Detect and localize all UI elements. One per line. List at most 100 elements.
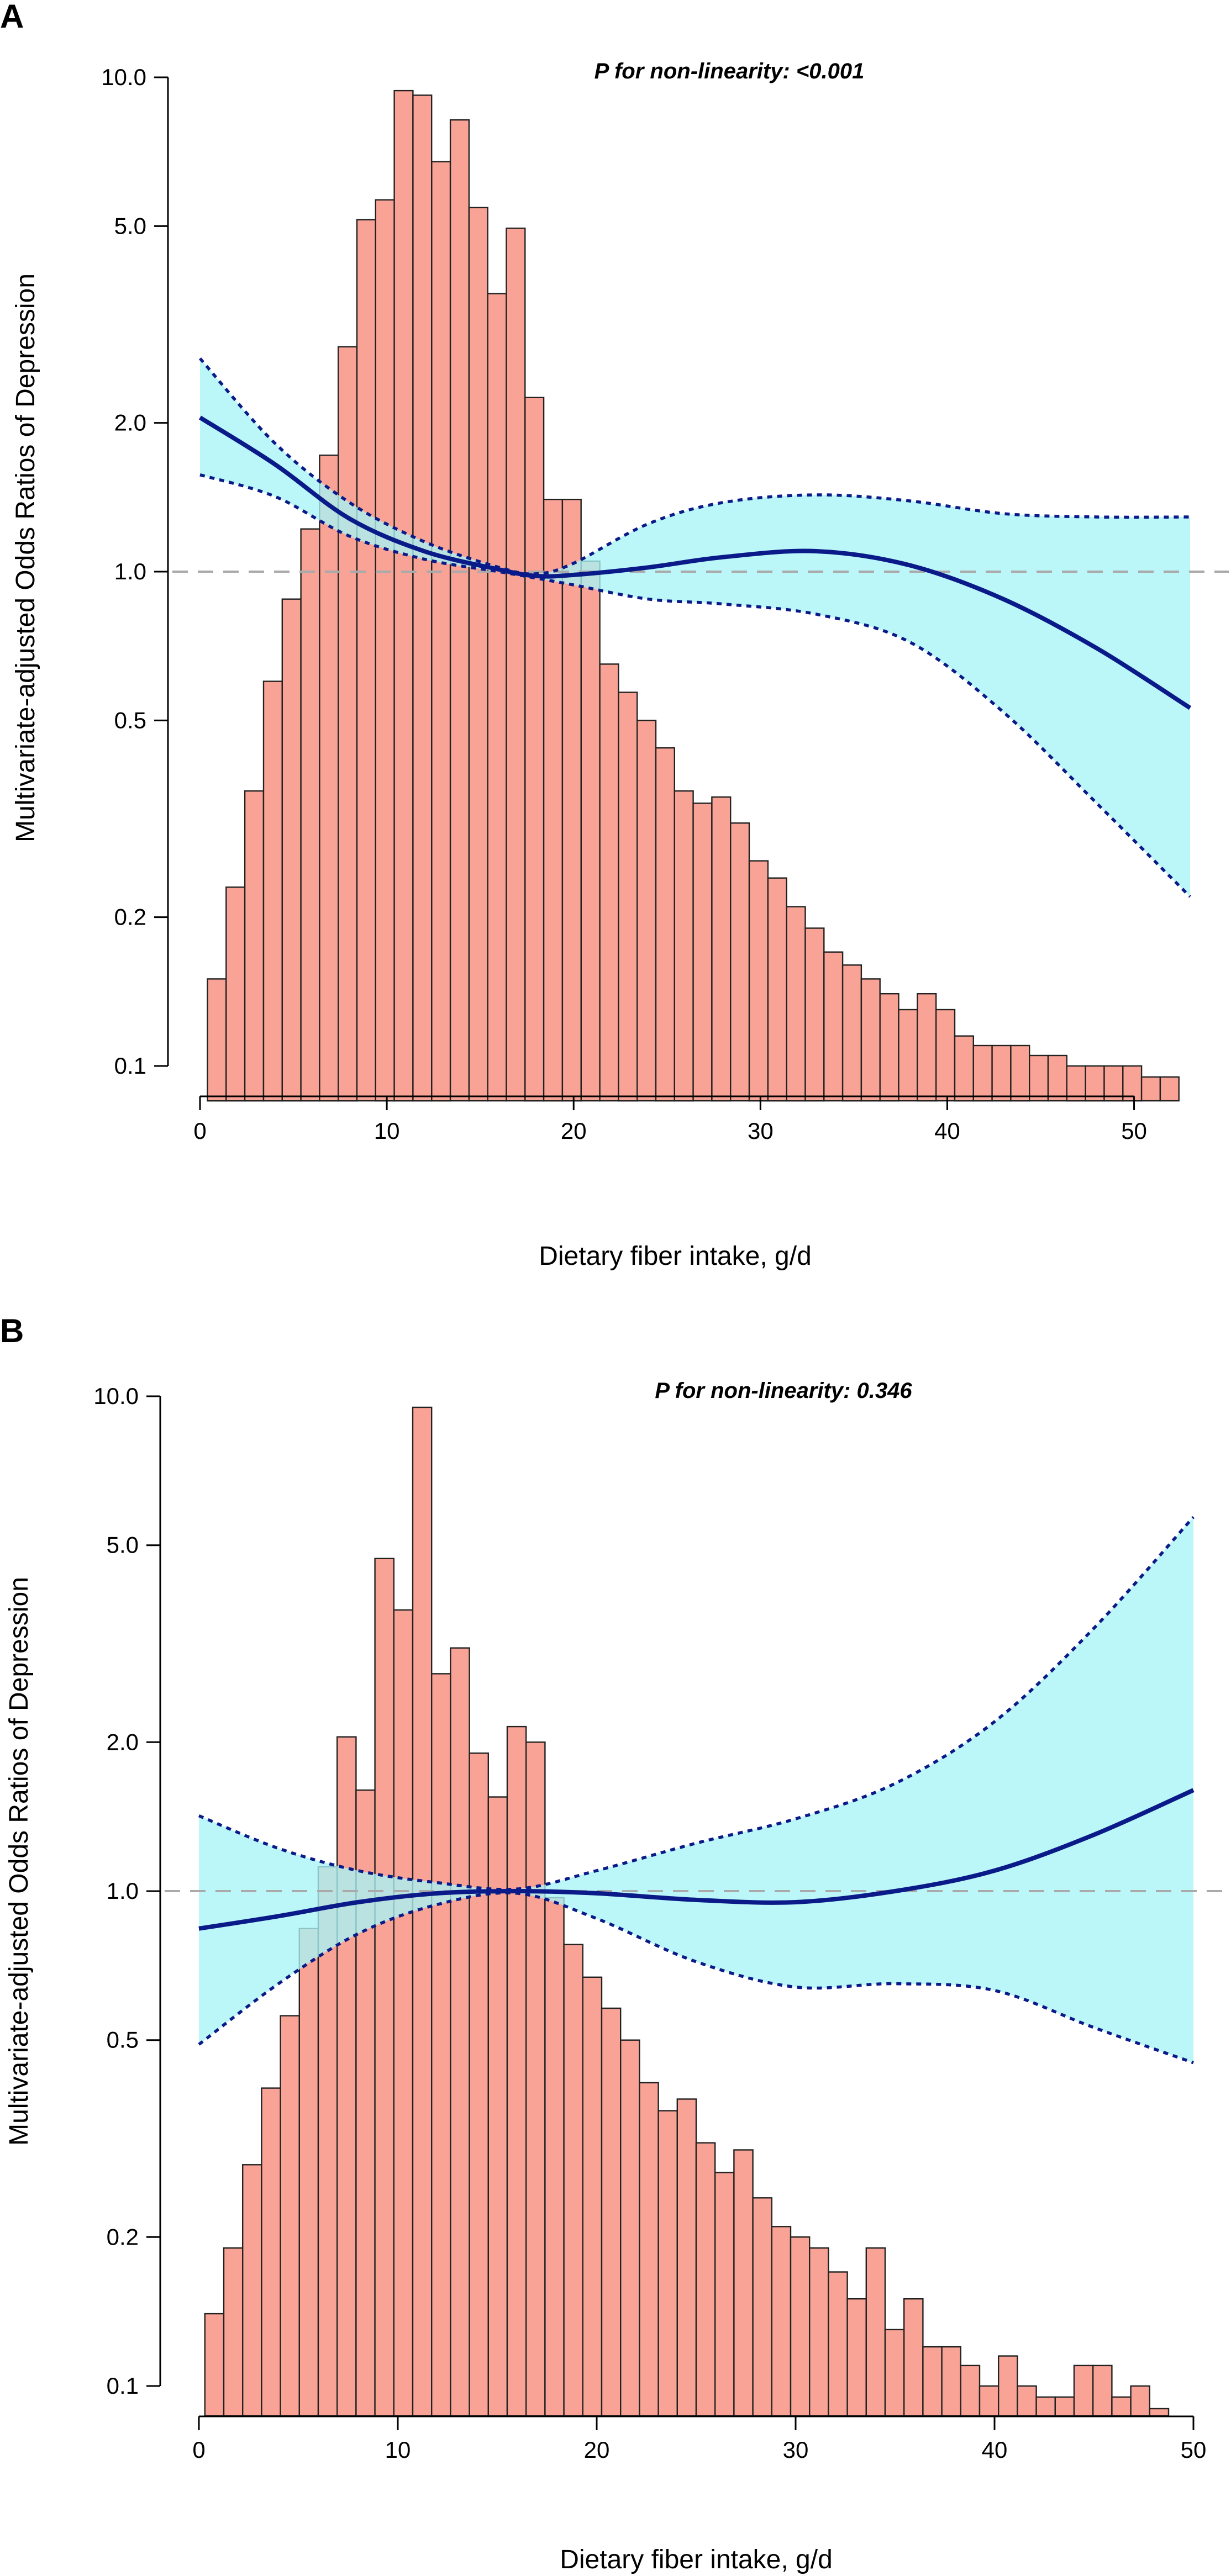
panel-a-x-tick-label: 20 xyxy=(561,1118,587,1144)
panel-b-histogram-bar xyxy=(506,1725,527,2417)
panel-a-histogram-bar xyxy=(1140,1076,1161,1102)
panel-a-x-tick-label: 50 xyxy=(1121,1118,1147,1144)
panel-a-histogram-bar xyxy=(636,720,657,1102)
panel-a-x-tick-label: 40 xyxy=(934,1118,960,1144)
panel-b-histogram-bar xyxy=(997,2355,1018,2417)
panel-a-histogram-bar xyxy=(898,1009,918,1102)
panel-b-histogram-bar xyxy=(280,2015,301,2417)
panel-b-x-tick-label: 20 xyxy=(584,2437,610,2463)
panel-b-histogram-bar xyxy=(846,2298,867,2417)
panel-a-histogram-bar xyxy=(1028,1054,1049,1102)
panel-a-histogram-bar xyxy=(655,747,675,1102)
panel-b-y-tick-label: 0.5 xyxy=(107,2027,139,2053)
panel-a-histogram-bar xyxy=(262,680,283,1102)
panel-b-histogram-bar xyxy=(1054,2396,1075,2417)
panel-a-x-tick-label: 10 xyxy=(374,1118,400,1144)
panel-a-histogram-bar xyxy=(281,598,302,1102)
panel-a-y-tick-label: 0.1 xyxy=(114,1053,146,1079)
panel-b-histogram-bar xyxy=(1035,2396,1056,2417)
panel-b-histogram-bar xyxy=(884,2329,905,2417)
panel-a-y-tick-label: 2.0 xyxy=(114,410,146,436)
panel-a-histogram-bar xyxy=(431,161,451,1102)
panel-b-y-axis-title: Multivariate-adjusted Odds Ratios of Dep… xyxy=(4,1577,34,2146)
panel-b-histogram-bar xyxy=(828,2271,848,2417)
panel-a-histogram-bar xyxy=(804,927,825,1102)
panel-a-histogram-bar xyxy=(1159,1076,1180,1102)
panel-a-histogram-bar xyxy=(860,978,881,1102)
panel-a-histogram-bar xyxy=(487,293,507,1102)
panel-b-annotation: P for non-linearity: 0.346 xyxy=(655,1379,912,1403)
panel-b-histogram-bar xyxy=(298,1928,319,2417)
panel-b-histogram-bar xyxy=(1017,2385,1037,2417)
panel-b-histogram-bar xyxy=(808,2247,829,2417)
panel-b-plot-area: 0.1 0.2 0.5 1.0 2.0 5.0 10.0 0 10 20 30 40 50 xyxy=(93,1383,1231,2463)
panel-a-histogram-bar xyxy=(972,1044,993,1102)
panel-a-y-tick-label: 0.5 xyxy=(114,707,146,733)
panel-a-lower-ci-line xyxy=(199,473,1191,898)
panel-a-y-tick-label: 0.2 xyxy=(114,904,146,930)
panel-a-histogram-bar xyxy=(1010,1044,1030,1102)
panel-a-histogram-bar xyxy=(935,1009,956,1102)
panel-b-histogram-bar xyxy=(223,2247,244,2417)
panel-b-y-tick-label: 2.0 xyxy=(107,1729,139,1755)
panel-b-histogram-bar xyxy=(582,1976,603,2417)
panel-b-histogram-bar xyxy=(979,2385,999,2417)
panel-b-y-tick-label: 0.2 xyxy=(107,2224,139,2250)
panel-a-histogram-bar xyxy=(561,499,582,1102)
panel-a-histogram-bar xyxy=(338,346,358,1102)
panel-b-x-tick-label: 30 xyxy=(783,2437,809,2463)
panel-b-histogram-bar xyxy=(1149,2408,1170,2417)
panel-a-histogram-bar xyxy=(917,993,937,1102)
panel-b-histogram-bar xyxy=(733,2149,754,2417)
panel-b-histogram-bar xyxy=(1111,2396,1132,2417)
panel-b-histogram-bar xyxy=(261,2087,281,2417)
panel-a-confidence-band xyxy=(200,358,1190,897)
panel-b-histogram-bar xyxy=(204,2313,225,2417)
panel-b-histogram-bar xyxy=(450,1647,470,2417)
panel-a-odds-ratio-curve xyxy=(198,415,1192,710)
panel-a-histogram-bar xyxy=(599,663,619,1102)
panel-b-x-tick-label: 50 xyxy=(1181,2437,1207,2463)
panel-a-y-axis-title: Multivariate-adjusted Odds Ratios of Dep… xyxy=(11,273,40,842)
panel-a-label: A xyxy=(0,0,24,35)
panel-b-histogram-bar xyxy=(941,2346,961,2417)
panel-b-y-tick-label: 5.0 xyxy=(107,1532,139,1558)
panel-b-histogram-bar xyxy=(1092,2364,1113,2417)
panel-a-histogram-bar xyxy=(786,906,806,1102)
panel-a-histogram-bar xyxy=(449,119,470,1102)
panel-a-histogram-bar xyxy=(729,822,750,1102)
panel-a-histogram-bar xyxy=(393,89,414,1102)
panel-b-histogram-bar xyxy=(374,1558,394,2417)
panel-b-histogram-bar xyxy=(1073,2364,1094,2417)
panel-b-odds-ratio-curve xyxy=(198,1788,1195,1931)
panel-b-histogram-bar xyxy=(619,2039,640,2417)
panel-b-histogram-bar xyxy=(544,1897,565,2417)
panel-b-histogram-bar xyxy=(393,1609,414,2417)
panel-b-histogram-bar xyxy=(639,2082,659,2417)
panel-a-histogram-bar xyxy=(674,790,694,1102)
panel-b-histogram-bar xyxy=(563,1944,583,2417)
panel-a-plot-area: 0.1 0.2 0.5 1.0 2.0 5.0 10.0 0 10 20 30 40 50 xyxy=(101,64,1229,1144)
panel-a-y-tick-label: 5.0 xyxy=(114,213,146,239)
panel-b-x-tick-label: 0 xyxy=(192,2437,205,2463)
panel-b-histogram-bar xyxy=(676,2098,697,2417)
panel-a-histogram-bar xyxy=(991,1044,1012,1102)
panel-b-confidence-band xyxy=(199,1517,1193,2063)
panel-a-histogram-bar xyxy=(748,860,769,1102)
panel-a-histogram-bar xyxy=(225,886,246,1102)
panel-b-x-axis-title: Dietary fiber intake, g/d xyxy=(560,2545,833,2574)
panel-a-histogram-bar xyxy=(841,964,862,1102)
panel-a-histogram-bar xyxy=(618,691,638,1102)
panel-b: B P for non-linearity: 0.346 0.1 0.2 0.5 1.… xyxy=(0,1312,1231,2574)
panel-b-histogram-bar xyxy=(657,2110,678,2417)
panel-a-y-tick-label: 10.0 xyxy=(101,64,146,90)
panel-b-histogram-bar xyxy=(469,1752,489,2417)
panel-b-histogram-bar xyxy=(771,2226,792,2417)
panel-a-histogram-bar xyxy=(468,207,488,1102)
panel-a-histogram-bar xyxy=(711,796,732,1102)
panel-a-histogram-bar xyxy=(300,528,320,1102)
panel-a-x-tick-label: 0 xyxy=(193,1118,206,1144)
panel-a-histogram-bar xyxy=(543,499,564,1102)
panel-a-histogram-bar xyxy=(1066,1065,1086,1102)
panel-a-histogram-bar xyxy=(1085,1065,1105,1102)
